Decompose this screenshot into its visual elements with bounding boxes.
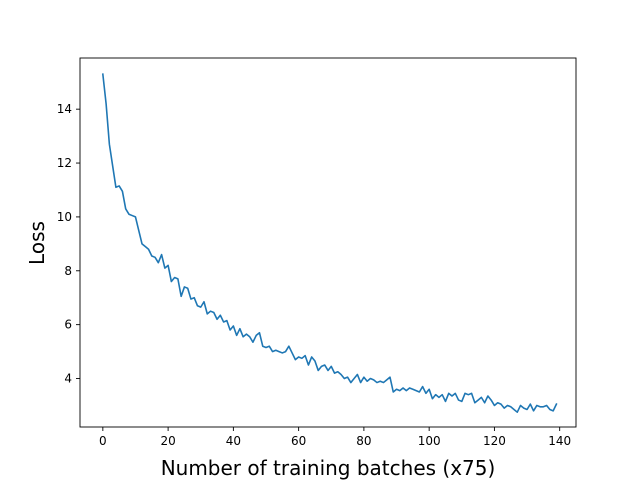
plot-area [80,58,576,427]
plot-frame [79,57,577,428]
x-tick-label: 60 [291,434,306,448]
x-tick-label: 0 [99,434,107,448]
x-axis-ticks: 0 20 40 60 80 100 120 140 [99,427,571,448]
x-tick-label: 140 [548,434,571,448]
x-tick-label: 120 [483,434,506,448]
y-tick-label: 14 [57,102,72,116]
x-tick-label: 80 [356,434,371,448]
y-tick-label: 6 [64,318,72,332]
loss-series-line [101,73,558,413]
x-tick-label: 20 [160,434,175,448]
x-tick-label: 100 [418,434,441,448]
y-axis-ticks: 4 6 8 10 12 14 [57,102,80,386]
y-tick-label: 4 [64,372,72,386]
x-tick-label: 40 [226,434,241,448]
y-tick-label: 10 [57,210,72,224]
y-tick-label: 12 [57,156,72,170]
y-axis-label: Loss [25,221,49,265]
y-tick-label: 8 [64,264,72,278]
x-axis-label: Number of training batches (x75) [161,456,496,480]
